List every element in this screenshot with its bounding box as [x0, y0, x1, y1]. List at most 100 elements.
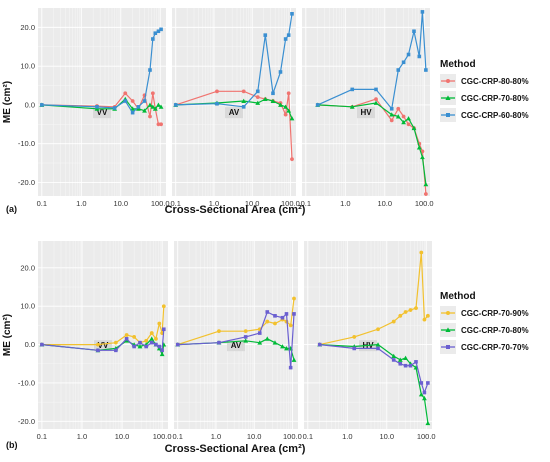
data-point	[315, 103, 320, 107]
facet-label-box	[93, 107, 111, 119]
legend-key-marker	[446, 311, 450, 315]
data-point	[241, 89, 246, 94]
data-point	[160, 348, 164, 353]
data-point	[391, 358, 396, 362]
x-tick-label: 100.0	[283, 432, 302, 441]
legend-key-marker	[446, 79, 450, 83]
data-point	[423, 181, 429, 187]
data-point	[423, 192, 428, 196]
series-line-cgc-crp-70-70pct	[177, 311, 295, 369]
legend-label: CGC-CRP-70-80%	[461, 94, 529, 103]
legend-label: CGC-CRP-70-90%	[461, 309, 529, 318]
data-point	[283, 37, 288, 41]
data-point	[150, 91, 155, 96]
data-point	[156, 29, 161, 34]
y-tick-label: 10.0	[20, 302, 35, 311]
x-tick-label: 10.0	[115, 432, 130, 441]
x-tick-label: 0.1	[303, 432, 313, 441]
data-point	[350, 87, 355, 92]
facet-label: VV	[98, 341, 109, 350]
data-point	[215, 89, 219, 94]
x-tick-label: 100.0	[417, 432, 436, 441]
data-point	[317, 342, 322, 347]
legend: Method CGC-CRP-70-90% CGC-CRP-70-80% CGC-CR…	[440, 291, 529, 354]
data-point	[419, 381, 424, 385]
data-point	[374, 97, 378, 101]
data-point	[40, 103, 44, 107]
data-point	[161, 304, 166, 309]
data-point	[147, 102, 153, 107]
data-point	[403, 363, 408, 368]
data-point	[288, 323, 293, 328]
data-point	[283, 104, 289, 109]
x-tick-label: 10.0	[247, 432, 262, 441]
facet-av: 0.1 1.0 10.0 100.0 AV	[172, 241, 302, 441]
data-point	[288, 365, 293, 370]
data-point	[130, 106, 136, 111]
data-point	[159, 351, 165, 357]
data-point	[284, 312, 289, 316]
data-point	[142, 108, 147, 113]
data-point	[416, 145, 422, 150]
data-point	[352, 335, 357, 339]
data-point	[389, 118, 394, 123]
data-point	[280, 315, 285, 320]
x-tick-label: 100.0	[153, 432, 172, 441]
data-point	[401, 119, 406, 125]
legend-label: CGC-CRP-70-80%	[461, 326, 529, 335]
y-tick-label: -20.0	[18, 178, 35, 187]
data-point	[241, 98, 247, 103]
data-point	[40, 342, 44, 347]
x-tick-label: 0.1	[37, 432, 47, 441]
data-point	[422, 395, 427, 401]
data-point	[136, 105, 141, 109]
data-point	[255, 95, 260, 100]
data-point	[272, 340, 278, 345]
facet-label-box	[225, 107, 243, 119]
data-point	[420, 10, 425, 14]
panel-tag: (a)	[6, 204, 17, 214]
data-point	[150, 104, 156, 109]
data-point	[130, 110, 135, 115]
data-point	[411, 125, 417, 131]
data-point	[149, 336, 155, 341]
facet-hv: 0.1 1.0 10.0 100.0 HV	[301, 8, 434, 208]
x-tick-label: 0.1	[37, 199, 47, 208]
data-point	[373, 100, 379, 105]
x-tick-label: 10.0	[379, 432, 394, 441]
facet-label-box	[357, 107, 375, 119]
data-point	[175, 342, 180, 347]
data-point	[412, 29, 416, 34]
data-point	[265, 319, 270, 324]
data-point	[406, 122, 411, 127]
data-point	[401, 114, 406, 119]
facet-label-box	[94, 340, 112, 352]
data-point	[403, 355, 408, 360]
data-point	[158, 104, 164, 109]
chart-b: 0.1 1.0 10.0 100.0 VV 0.1 1.0 10.0 100.0 AV 0.1 1.0…	[2, 241, 529, 455]
data-point	[397, 357, 403, 362]
y-tick-label: -10.0	[18, 378, 35, 387]
data-point	[156, 102, 161, 107]
data-point	[257, 340, 263, 345]
facet-label: AV	[231, 341, 242, 350]
data-point	[96, 342, 100, 347]
facet-label: HV	[360, 108, 372, 117]
data-point	[425, 313, 430, 318]
y-tick-label: 0.0	[25, 100, 35, 109]
data-point	[280, 344, 285, 349]
data-point	[273, 321, 277, 326]
data-point	[264, 336, 270, 341]
y-tick-label: 0.0	[25, 340, 35, 349]
data-point	[278, 102, 283, 107]
data-point	[406, 52, 411, 57]
data-point	[148, 114, 152, 119]
data-point	[144, 338, 149, 343]
x-tick-label: 100.0	[281, 199, 300, 208]
data-point	[292, 312, 296, 316]
data-point	[157, 344, 162, 349]
x-tick-label: 1.0	[209, 199, 219, 208]
legend: Method CGC-CRP-80-80% CGC-CRP-70-80% CGC-CR…	[440, 59, 529, 122]
data-point	[375, 342, 381, 347]
